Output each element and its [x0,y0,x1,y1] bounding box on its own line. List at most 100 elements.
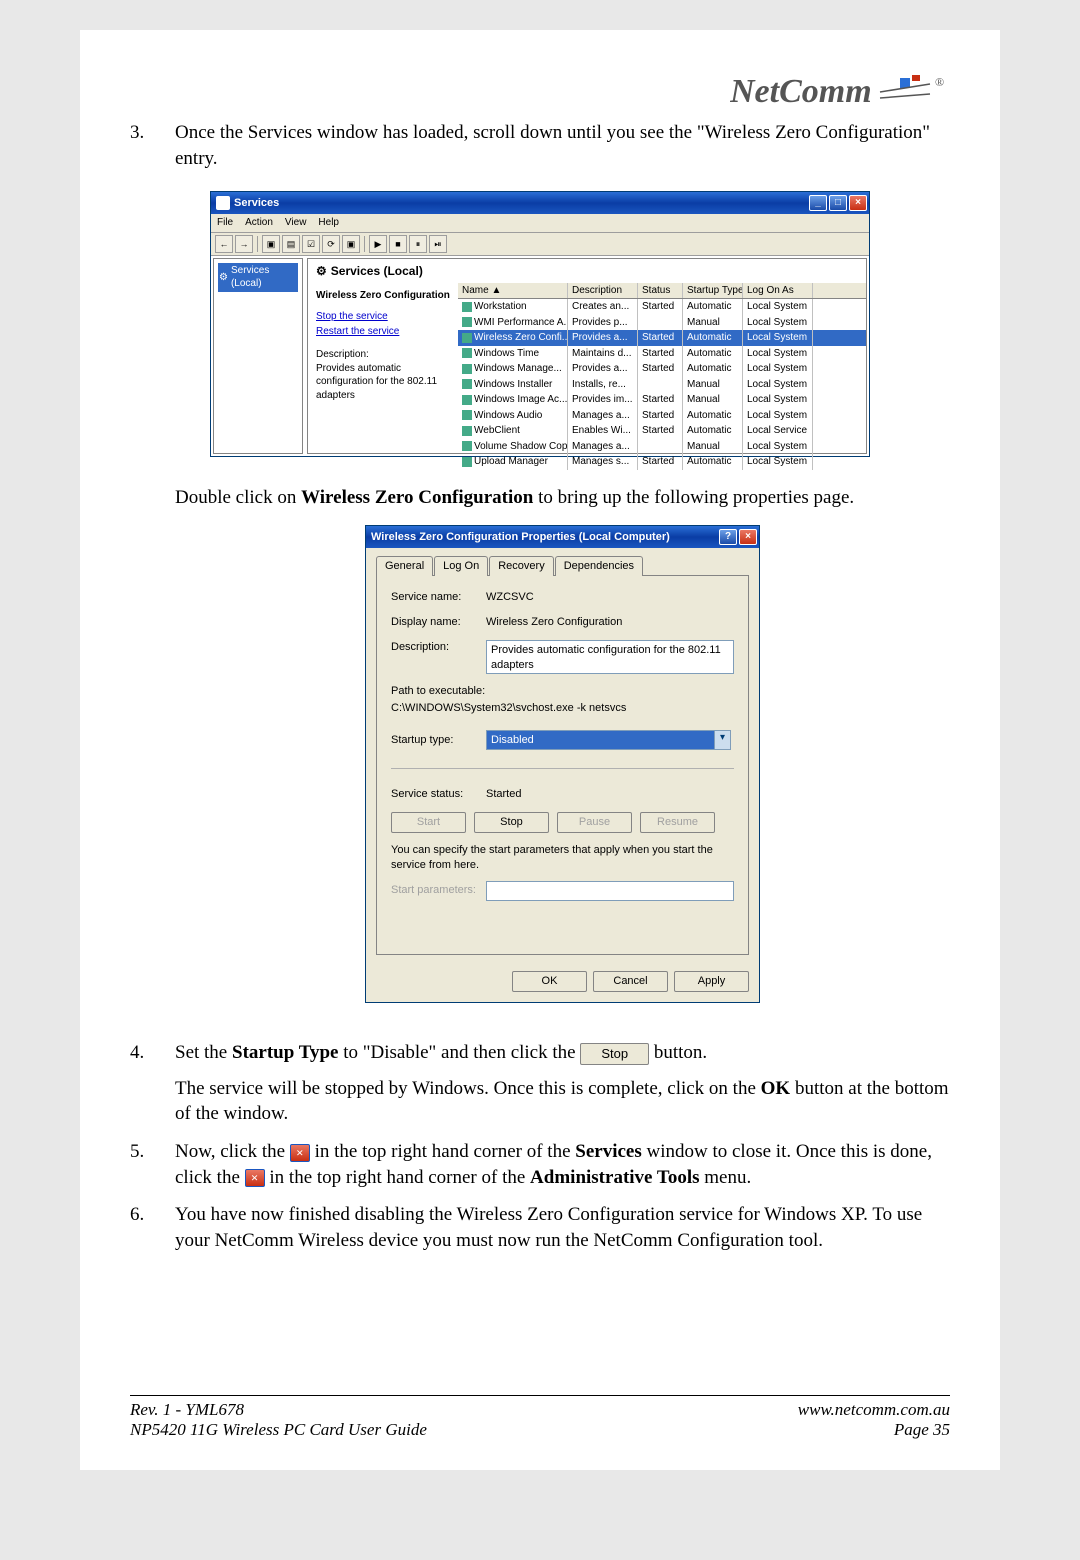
tab-recovery[interactable]: Recovery [489,556,553,576]
resume-button[interactable]: Resume [640,812,715,833]
service-row[interactable]: Windows InstallerInstalls, re...ManualLo… [458,377,866,393]
restart-icon[interactable]: ⏯ [429,235,447,253]
footer-guide: NP5420 11G Wireless PC Card User Guide [130,1420,427,1440]
fwd-icon[interactable]: → [235,235,253,253]
col-logon[interactable]: Log On As [743,283,813,299]
back-icon[interactable]: ← [215,235,233,253]
service-row[interactable]: Windows Image Ac...Provides im...Started… [458,392,866,408]
menu-view[interactable]: View [285,216,307,230]
tb-icon[interactable]: ▣ [262,235,280,253]
gear-icon: ⚙ [316,263,327,279]
step-5-number: 5. [130,1139,175,1190]
service-row[interactable]: WebClientEnables Wi...StartedAutomaticLo… [458,423,866,439]
tab-general[interactable]: General [376,556,433,576]
description-textbox[interactable]: Provides automatic configuration for the… [486,640,734,674]
service-row[interactable]: Volume Shadow CopyManages a...ManualLoca… [458,439,866,455]
service-row[interactable]: WorkstationCreates an...StartedAutomatic… [458,299,866,315]
step-4-text: Set the Startup Type to "Disable" and th… [175,1040,950,1066]
step-5-text: Now, click the × in the top right hand c… [175,1139,950,1190]
menubar: File Action View Help [211,214,869,233]
tb-icon[interactable]: ☑ [302,235,320,253]
footer-url: www.netcomm.com.au [798,1400,950,1420]
startup-type-combo[interactable]: Disabled ▾ [486,730,731,751]
service-info-panel: Wireless Zero Configuration Stop the ser… [308,283,458,470]
toolbar: ← → ▣ ▤ ☑ ⟳ ▣ ▶ ■ ⏸ ⏯ [211,233,869,256]
display-name-label: Display name: [391,615,486,630]
footer-rev: Rev. 1 - YML678 [130,1400,427,1420]
service-row[interactable]: Windows Manage...Provides a...StartedAut… [458,361,866,377]
stop-button[interactable]: Stop [474,812,549,833]
restart-service-link[interactable]: Restart the service [316,325,450,339]
services-icon [216,196,230,210]
close-icon: × [290,1144,310,1162]
start-button[interactable]: Start [391,812,466,833]
service-row[interactable]: WMI Performance A...Provides p...ManualL… [458,315,866,331]
services-titlebar: Services _ □ × [211,192,869,214]
tab-logon[interactable]: Log On [434,556,488,576]
path-label: Path to executable: [391,684,734,699]
service-row[interactable]: Upload ManagerManages s...StartedAutomat… [458,454,866,470]
startup-type-label: Startup type: [391,733,486,748]
tab-dependencies[interactable]: Dependencies [555,556,643,576]
help-button[interactable]: ? [719,529,737,545]
close-button[interactable]: × [849,195,867,211]
services-local-header: ⚙ Services (Local) [308,259,866,283]
start-param-hint: You can specify the start parameters tha… [391,843,734,873]
service-row[interactable]: Windows TimeMaintains d...StartedAutomat… [458,346,866,362]
tb-icon[interactable]: ▤ [282,235,300,253]
col-name[interactable]: Name ▲ [458,283,568,299]
menu-action[interactable]: Action [245,216,273,230]
page-footer: Rev. 1 - YML678 NP5420 11G Wireless PC C… [130,1395,950,1440]
tb-icon[interactable]: ⟳ [322,235,340,253]
startup-type-value: Disabled [487,731,714,750]
stop-icon[interactable]: ■ [389,235,407,253]
display-name-value: Wireless Zero Configuration [486,615,734,630]
close-button[interactable]: × [739,529,757,545]
dblclick-instruction: Double click on Wireless Zero Configurat… [175,485,950,511]
start-param-input [486,881,734,901]
service-status-label: Service status: [391,787,486,802]
service-row[interactable]: Windows AudioManages a...StartedAutomati… [458,408,866,424]
step-4-number: 4. [130,1040,175,1127]
menu-help[interactable]: Help [318,216,339,230]
properties-dialog: Wireless Zero Configuration Properties (… [365,525,760,1003]
step-6-number: 6. [130,1202,175,1253]
props-title: Wireless Zero Configuration Properties (… [371,530,719,545]
footer-page: Page 35 [798,1420,950,1440]
apply-button[interactable]: Apply [674,971,749,992]
selected-service-title: Wireless Zero Configuration [316,289,450,303]
pause-button[interactable]: Pause [557,812,632,833]
chevron-down-icon[interactable]: ▾ [714,731,730,750]
tree-node[interactable]: ⚙ Services (Local) [218,263,298,292]
menu-file[interactable]: File [217,216,233,230]
stop-service-link[interactable]: Stop the service [316,310,450,324]
maximize-button[interactable]: □ [829,195,847,211]
col-startup[interactable]: Startup Type [683,283,743,299]
ok-button[interactable]: OK [512,971,587,992]
description-label: Description: [391,640,486,655]
pause-icon[interactable]: ⏸ [409,235,427,253]
netcomm-logo: NetComm ® [730,70,950,120]
start-param-label: Start parameters: [391,883,486,898]
service-status-value: Started [486,787,734,802]
path-value: C:\WINDOWS\System32\svchost.exe -k netsv… [391,701,734,716]
cancel-button[interactable]: Cancel [593,971,668,992]
description-text: Provides automatic configuration for the… [316,362,450,403]
step-4-para2: The service will be stopped by Windows. … [175,1076,950,1127]
col-status[interactable]: Status [638,283,683,299]
services-list: Name ▲ Description Status Startup Type L… [458,283,866,470]
props-titlebar: Wireless Zero Configuration Properties (… [366,526,759,548]
play-icon[interactable]: ▶ [369,235,387,253]
step-3-text: Once the Services window has loaded, scr… [175,120,950,171]
minimize-button[interactable]: _ [809,195,827,211]
service-row[interactable]: Wireless Zero Confi...Provides a...Start… [458,330,866,346]
col-desc[interactable]: Description [568,283,638,299]
gear-icon: ⚙ [219,271,228,285]
close-icon: × [245,1169,265,1187]
step-3-number: 3. [130,120,175,1028]
step-6-text: You have now finished disabling the Wire… [175,1202,950,1253]
svg-text:NetComm: NetComm [730,73,872,110]
description-heading: Description: [316,348,450,362]
tb-icon[interactable]: ▣ [342,235,360,253]
services-window: Services _ □ × File Action View Help [210,191,870,457]
